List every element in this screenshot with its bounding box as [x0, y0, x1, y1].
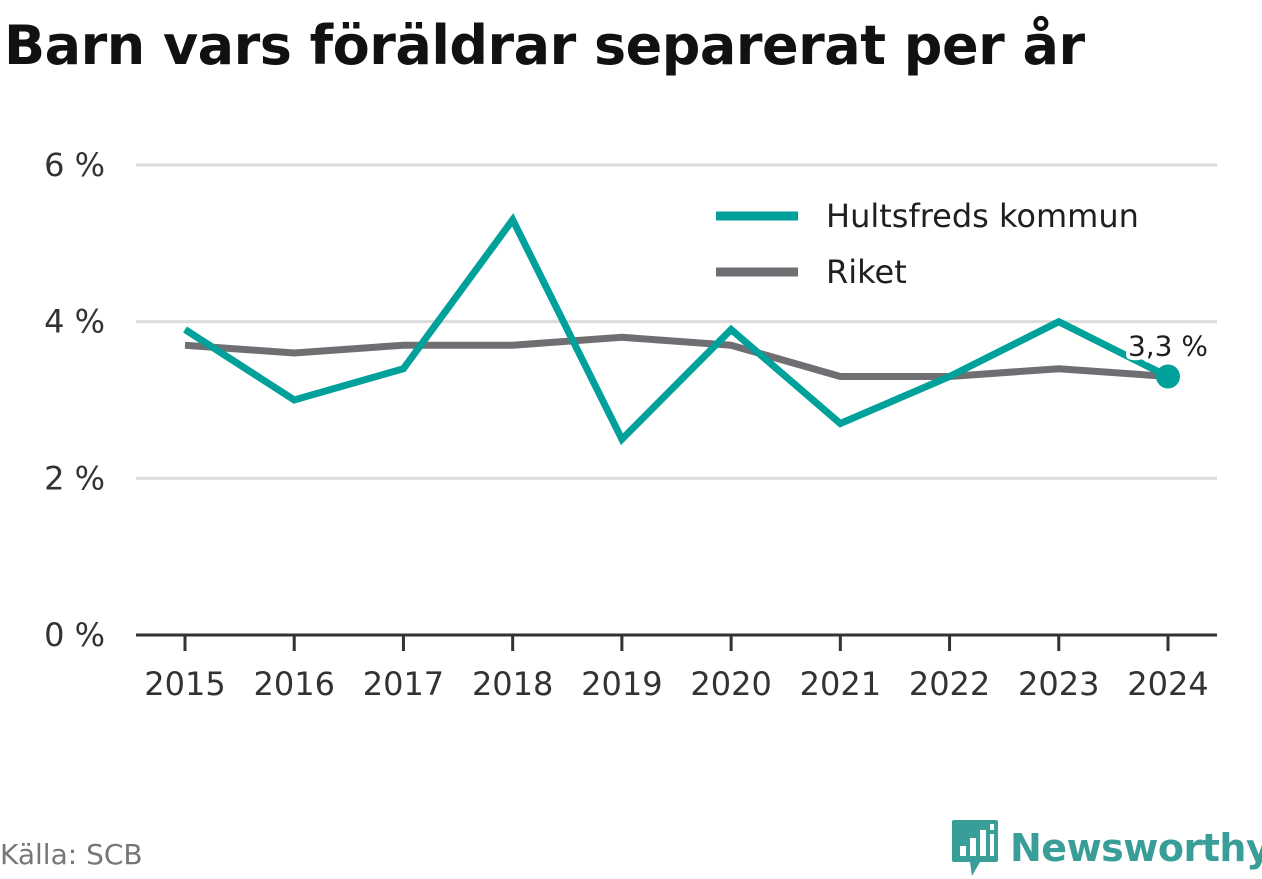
- end-point-marker: [1156, 364, 1180, 389]
- y-tick-label: 6 %: [44, 146, 105, 184]
- x-tick-label: 2024: [1127, 665, 1208, 703]
- y-axis-tick-labels: 0 % 2 % 4 % 6 %: [44, 146, 105, 654]
- y-tick-label: 0 %: [44, 616, 105, 654]
- brand-name: Newsworthy: [1010, 826, 1262, 870]
- end-point-label: 3,3 %: [1128, 330, 1208, 363]
- annotations: 3,3 %: [1124, 326, 1212, 389]
- legend-label-riket: Riket: [826, 253, 907, 291]
- x-tick-label: 2023: [1018, 665, 1099, 703]
- x-tick-label: 2018: [472, 665, 553, 703]
- series-line-riket: [184, 333, 1169, 380]
- gridlines: [136, 163, 1217, 480]
- series-lines: [183, 213, 1170, 446]
- series-line-hultsfreds-kommun: [183, 213, 1170, 446]
- x-tick-label: 2016: [254, 665, 335, 703]
- x-tick-label: 2017: [363, 665, 444, 703]
- y-tick-label: 4 %: [44, 303, 105, 341]
- brand-logo[interactable]: Newsworthy: [950, 818, 1262, 878]
- y-tick-label: 2 %: [44, 459, 105, 497]
- x-tick-label: 2015: [144, 665, 225, 703]
- bar-chart-speech-bubble-icon: [952, 820, 998, 876]
- x-axis: 2015 2016 2017 2018 2019 2020 2021 2022 2023 2024: [136, 633, 1217, 703]
- x-tick-label: 2020: [690, 665, 771, 703]
- legend: Hultsfreds kommun Riket: [716, 197, 1139, 291]
- x-tick-label: 2019: [581, 665, 662, 703]
- chart-title: Barn vars föräldrar separerat per år: [4, 14, 1085, 77]
- legend-label-hultsfreds-kommun: Hultsfreds kommun: [826, 197, 1139, 235]
- x-tick-label: 2021: [800, 665, 881, 703]
- x-tick-label: 2022: [909, 665, 990, 703]
- source-note: Källa: SCB: [0, 838, 143, 871]
